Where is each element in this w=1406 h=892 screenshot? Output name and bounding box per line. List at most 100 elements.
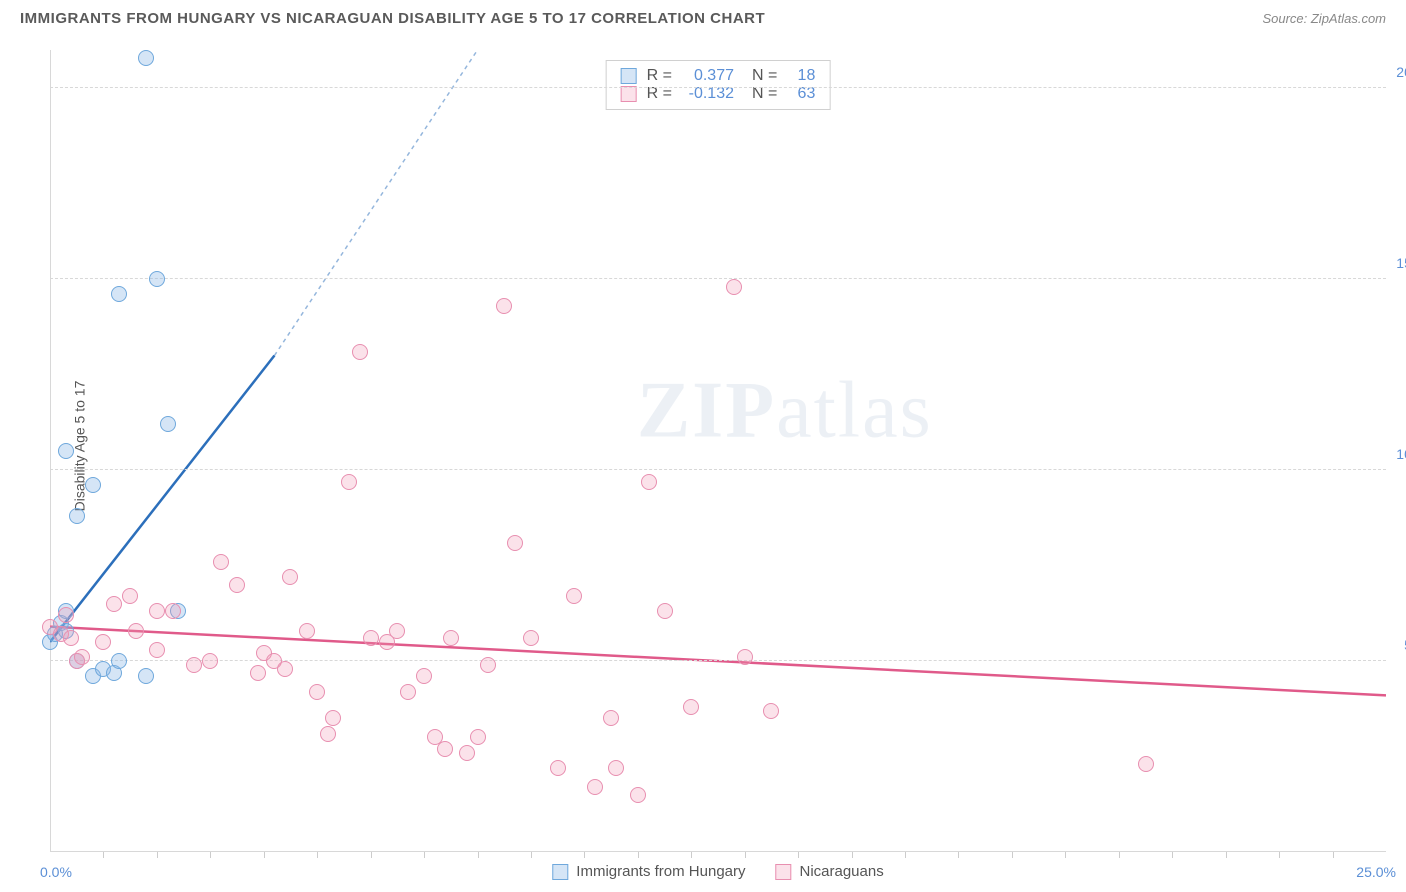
plot-area: ZIPatlas R =0.377N =18R =-0.132N =63 0.0… [50,50,1386,852]
legend-item: Immigrants from Hungary [552,863,745,880]
y-tick-label: 20.0% [1390,64,1406,80]
correlation-legend: R =0.377N =18R =-0.132N =63 [606,60,831,110]
scatter-point [726,279,742,295]
scatter-point [320,726,336,742]
scatter-point [250,665,266,681]
legend-swatch [621,86,637,102]
scatter-point [641,474,657,490]
y-tick-label: 10.0% [1390,446,1406,462]
scatter-point [165,603,181,619]
scatter-point [111,653,127,669]
x-tick [1012,852,1013,858]
scatter-point [1138,756,1154,772]
scatter-point [400,684,416,700]
x-tick [852,852,853,858]
scatter-point [229,577,245,593]
scatter-point [550,760,566,776]
scatter-point [763,703,779,719]
scatter-point [507,535,523,551]
x-origin-label: 0.0% [40,864,72,880]
scatter-point [737,649,753,665]
scatter-point [138,668,154,684]
legend-label: Immigrants from Hungary [576,863,745,880]
scatter-point [85,477,101,493]
x-tick [638,852,639,858]
scatter-point [437,741,453,757]
scatter-point [58,443,74,459]
chart-title: IMMIGRANTS FROM HUNGARY VS NICARAGUAN DI… [20,10,765,27]
scatter-point [95,634,111,650]
scatter-point [186,657,202,673]
x-tick [317,852,318,858]
series-legend: Immigrants from Hungary Nicaraguans [552,863,883,880]
x-tick [1172,852,1173,858]
watermark-bold: ZIP [637,366,776,454]
y-tick-label: 5.0% [1390,637,1406,653]
x-tick [745,852,746,858]
scatter-point [416,668,432,684]
scatter-point [74,649,90,665]
scatter-point [63,630,79,646]
x-end-label: 25.0% [1356,864,1396,880]
x-tick [958,852,959,858]
x-tick [1065,852,1066,858]
scatter-point [69,508,85,524]
scatter-point [523,630,539,646]
x-tick [478,852,479,858]
scatter-point [149,603,165,619]
scatter-point [630,787,646,803]
y-tick-label: 15.0% [1390,255,1406,271]
scatter-point [128,623,144,639]
scatter-point [587,779,603,795]
scatter-point [299,623,315,639]
scatter-point [496,298,512,314]
scatter-point [389,623,405,639]
legend-item: Nicaraguans [776,863,884,880]
scatter-point [106,596,122,612]
x-tick [264,852,265,858]
x-tick [371,852,372,858]
source-attribution: Source: ZipAtlas.com [1262,11,1386,26]
scatter-point [459,745,475,761]
x-tick [1279,852,1280,858]
x-tick [210,852,211,858]
r-value: 0.377 [682,67,734,85]
x-tick [798,852,799,858]
scatter-point [309,684,325,700]
scatter-point [160,416,176,432]
scatter-point [352,344,368,360]
gridline [50,469,1386,470]
x-tick [1119,852,1120,858]
gridline [50,87,1386,88]
x-tick [584,852,585,858]
legend-swatch [776,864,792,880]
y-axis-line [50,50,51,852]
n-label: N = [752,67,777,85]
scatter-point [58,607,74,623]
gridline [50,660,1386,661]
x-tick [531,852,532,858]
x-tick [103,852,104,858]
x-axis-line [50,851,1386,852]
scatter-point [282,569,298,585]
x-tick [157,852,158,858]
scatter-point [213,554,229,570]
legend-stat-row: R =0.377N =18 [621,67,816,85]
legend-swatch [552,864,568,880]
scatter-point [603,710,619,726]
scatter-point [470,729,486,745]
scatter-point [202,653,218,669]
scatter-point [657,603,673,619]
x-tick [1333,852,1334,858]
scatter-point [363,630,379,646]
gridline [50,278,1386,279]
scatter-point [149,642,165,658]
legend-swatch [621,68,637,84]
scatter-point [341,474,357,490]
n-value: 18 [787,67,815,85]
scatter-point [111,286,127,302]
watermark-rest: atlas [776,366,933,454]
scatter-point [480,657,496,673]
scatter-point [325,710,341,726]
scatter-point [566,588,582,604]
